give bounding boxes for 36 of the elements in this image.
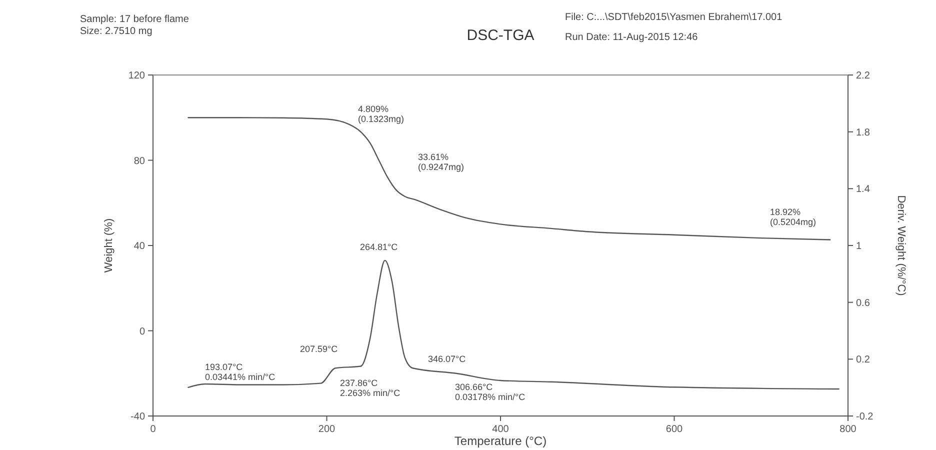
y-tick-label: 80 <box>134 156 146 167</box>
annotation: 237.86°C 2.263% min/°C <box>340 378 401 398</box>
text: Size: 2.7510 mg <box>80 26 152 37</box>
annotation: 18.92% (0.5204mg) <box>770 207 816 227</box>
annotation: 346.07°C <box>428 354 466 364</box>
chart-title: DSC-TGA <box>466 27 534 44</box>
text: File: C:...\SDT\feb2015\Yasmen Ebrahem\17.001 <box>565 12 783 23</box>
annotation: 193.07°C 0.03441% min/°C <box>205 362 276 382</box>
y2-tick-label: 2.2 <box>856 70 870 82</box>
x-tick-label: 200 <box>318 424 336 435</box>
x-tick-label: 400 <box>492 424 510 435</box>
y2-tick-label: 0.6 <box>856 298 870 309</box>
y-tick-label: 120 <box>128 70 146 82</box>
y2-tick-label: 1.8 <box>856 127 870 138</box>
x-tick-label: 0 <box>150 424 156 435</box>
annotation: 306.66°C 0.03178% min/°C <box>455 382 526 402</box>
y-tick-label: -40 <box>130 412 146 422</box>
y2-axis-title: Deriv. Weight (%/°C) <box>895 195 907 296</box>
annotation: 207.59°C <box>300 344 338 354</box>
annotation: 4.809% (0.1323mg) <box>358 104 404 124</box>
annotation: 33.61% (0.9247mg) <box>418 152 464 172</box>
line-series <box>187 260 840 390</box>
x-tick-label: 800 <box>840 424 857 435</box>
text: Sample: 17 before flame <box>80 14 190 25</box>
x-axis-title: Temperature (°C) <box>454 434 547 448</box>
y-tick-label: 0 <box>139 326 146 338</box>
y-axis-title: Weight (%) <box>103 218 115 273</box>
x-tick-label: 600 <box>666 424 684 435</box>
y2-tick-label: 1 <box>856 241 862 252</box>
y2-tick-label: 1.4 <box>856 184 870 196</box>
line-series <box>187 117 832 240</box>
y2-tick-label: -0.2 <box>856 412 874 422</box>
y-tick-label: 40 <box>134 241 146 252</box>
y2-tick-label: 0.2 <box>856 354 870 366</box>
text: Run Date: 11-Aug-2015 12:46 <box>565 32 698 43</box>
annotation: 264.81°C <box>360 242 398 252</box>
